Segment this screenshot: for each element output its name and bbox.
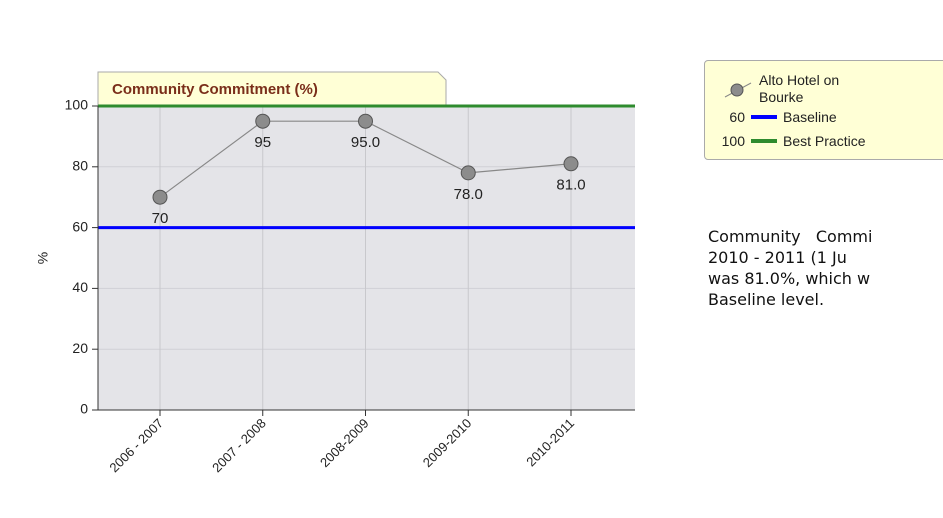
y-tick-label: 80 bbox=[72, 158, 88, 174]
legend-swatch bbox=[751, 139, 777, 143]
note-line: Community Commi bbox=[708, 227, 873, 246]
legend-item: Alto Hotel on Bourke bbox=[705, 69, 869, 109]
data-point bbox=[152, 189, 168, 205]
note-line: was 81.0%, which w bbox=[708, 269, 871, 288]
x-tick-label: 2010-2011 bbox=[523, 416, 577, 470]
chart-title: Community Commitment (%) bbox=[112, 81, 318, 98]
legend-label: Baseline bbox=[783, 109, 837, 125]
data-label: 78.0 bbox=[454, 186, 483, 203]
data-label: 81.0 bbox=[556, 177, 585, 194]
legend-value: 60 bbox=[729, 109, 745, 125]
legend-swatch bbox=[751, 115, 777, 119]
data-point bbox=[255, 113, 271, 129]
data-point bbox=[358, 113, 373, 129]
legend: Alto Hotel on Bourke 60 Baseline 100 Best Pr… bbox=[704, 60, 943, 160]
x-tick-label: 2009-2010 bbox=[420, 416, 475, 471]
y-tick-label: 20 bbox=[72, 340, 88, 356]
x-tick-label: 2008-2009 bbox=[317, 416, 372, 471]
note-line: 2010 - 2011 (1 Ju bbox=[708, 248, 847, 267]
legend-value: 100 bbox=[721, 133, 745, 149]
data-point bbox=[563, 156, 579, 172]
data-label: 95 bbox=[254, 134, 271, 151]
plot-area bbox=[98, 106, 635, 410]
legend-item: 60 Baseline bbox=[705, 109, 837, 125]
y-tick-label: 0 bbox=[80, 401, 88, 417]
legend-label: Alto Hotel on Bourke bbox=[759, 72, 840, 105]
x-tick-label: 2007 - 2008 bbox=[209, 416, 269, 476]
y-tick-label: 60 bbox=[72, 218, 88, 234]
legend-label: Best Practice bbox=[783, 133, 866, 149]
note: Community Commi 2010 - 2011 (1 Ju was 81.0… bbox=[708, 226, 943, 310]
data-point bbox=[460, 165, 476, 181]
legend-marker bbox=[724, 82, 752, 98]
legend-dot bbox=[730, 83, 744, 97]
y-tick-label: 40 bbox=[72, 279, 88, 295]
y-axis-label: % bbox=[35, 252, 51, 264]
note-line: Baseline level. bbox=[708, 290, 825, 309]
data-label: 70 bbox=[152, 210, 169, 227]
data-label: 95.0 bbox=[351, 134, 380, 151]
y-tick-label: 100 bbox=[65, 97, 89, 113]
x-tick-label: 2006 - 2007 bbox=[106, 416, 166, 476]
legend-item: 100 Best Practice bbox=[705, 133, 866, 149]
chart: Community Commitment (%) % 0 20 40 60 80 100 2… bbox=[35, 71, 635, 476]
